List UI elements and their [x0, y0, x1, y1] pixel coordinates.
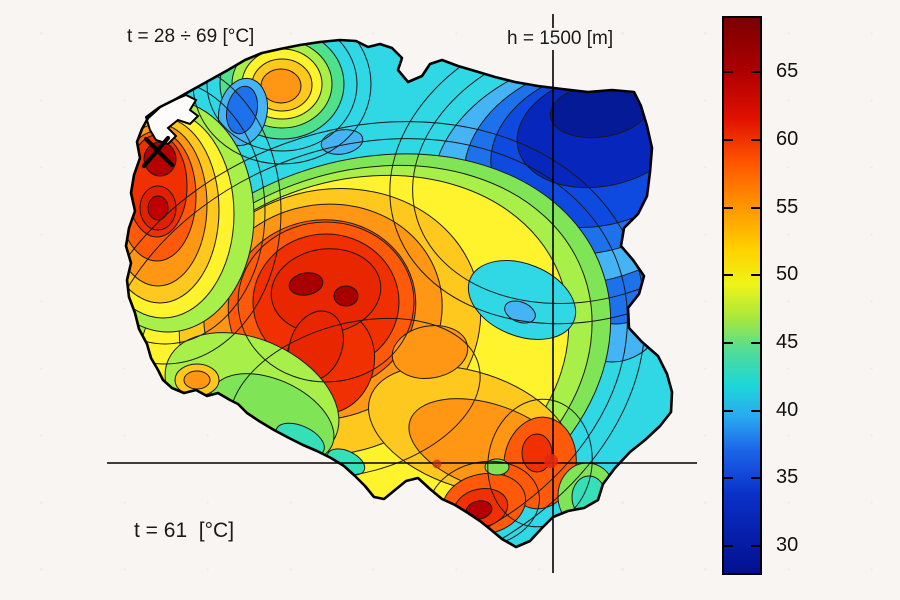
colorbar-tick-label: 35: [776, 466, 799, 489]
point-marker-dot: [544, 454, 558, 468]
colorbar-tick-mark: [751, 544, 760, 547]
colorbar-tick-mark: [724, 71, 733, 74]
colorbar-tick-label: 65: [776, 60, 799, 83]
colorbar-tick-mark: [751, 341, 760, 344]
colorbar-tick-label: 55: [776, 195, 799, 218]
colorbar-tick-label: 40: [776, 398, 799, 421]
colorbar-tick-mark: [751, 477, 760, 480]
colorbar-tick-mark: [751, 71, 760, 74]
colorbar-tick-mark: [751, 409, 760, 412]
colorbar-tick-mark: [751, 206, 760, 209]
colorbar-tick-mark: [724, 544, 733, 547]
colorbar-tick-mark: [724, 206, 733, 209]
colorbar-tick-mark: [724, 138, 733, 141]
colorbar-gradient: [724, 18, 760, 573]
depth-label: h = 1500 [m]: [504, 28, 617, 50]
x-marker: [141, 135, 175, 169]
secondary-dot: [432, 459, 442, 469]
colorbar-tick-mark: [751, 274, 760, 277]
colorbar: 65 60 55 50 45 40 35 30: [722, 16, 798, 575]
colorbar-tick-mark: [724, 477, 733, 480]
colorbar-tick-mark: [724, 341, 733, 344]
colorbar-tick-mark: [724, 274, 733, 277]
colorbar-tick-mark: [751, 138, 760, 141]
colorbar-tick-mark: [724, 409, 733, 412]
point-temperature-label: t = 61 [°C]: [134, 519, 235, 542]
colorbar-tick-label: 30: [776, 533, 799, 556]
temperature-range-label: t = 28 ÷ 69 [°C]: [127, 26, 255, 47]
colorbar-tick-label: 50: [776, 263, 799, 286]
colorbar-tick-label: 45: [776, 330, 799, 353]
colorbar-tick-label: 60: [776, 127, 799, 150]
